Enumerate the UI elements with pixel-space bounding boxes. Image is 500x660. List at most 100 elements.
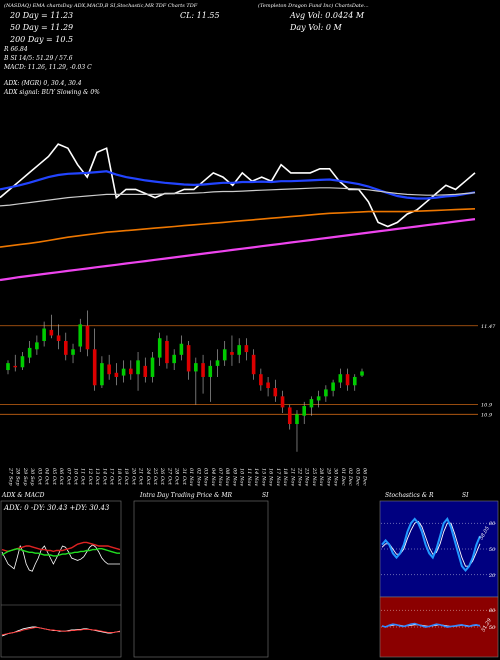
- date-tick-label: 18 Oct: [116, 468, 122, 486]
- stat-rsi: 66.84: [10, 46, 28, 53]
- date-tick-label: 03 Nov: [203, 468, 209, 486]
- date-tick-label: 17 Oct: [109, 468, 115, 486]
- date-tick-label: 06 Dec: [362, 468, 368, 486]
- adx-line: [1, 544, 120, 572]
- candle-body: [302, 406, 307, 416]
- candle-body: [92, 349, 97, 386]
- date-tick-label: 25 Oct: [152, 467, 158, 486]
- candle-body: [201, 363, 205, 377]
- ema-series-price: [0, 143, 476, 228]
- candle-body: [179, 343, 184, 355]
- candle-body: [338, 374, 343, 383]
- date-tick-label: 19 Oct: [123, 468, 129, 486]
- legend-50-day: 50 Day = 11.29: [10, 23, 74, 32]
- candle-body: [230, 352, 234, 355]
- candle-body: [309, 399, 314, 408]
- candle-body: [251, 354, 256, 375]
- date-tick-label: 28 Nov: [318, 467, 324, 486]
- candle-body: [150, 357, 155, 377]
- date-tick-label: 29 Sep: [22, 467, 28, 486]
- ema-chart: [0, 143, 476, 282]
- date-tick-label: 02 Dec: [347, 468, 353, 486]
- date-tick-label: 30 Sep: [29, 468, 35, 486]
- candle-body: [266, 382, 270, 389]
- date-tick-label: 13 Oct: [94, 468, 100, 486]
- date-tick-label: 30 Nov: [333, 468, 339, 486]
- candle-body: [222, 349, 227, 361]
- candle-body: [186, 345, 191, 372]
- date-tick-label: 07 Oct: [65, 468, 71, 486]
- candle-body: [287, 407, 292, 425]
- stoch-level-label: 50: [489, 547, 496, 553]
- stat-r-prefix: R: [4, 46, 9, 53]
- date-tick-label: 21 Nov: [289, 467, 295, 486]
- candle-body: [352, 376, 357, 386]
- plus-di-line: [1, 547, 120, 557]
- date-tick-label: 10 Nov: [239, 468, 245, 486]
- date-tick-label: 23 Nov: [304, 467, 310, 486]
- mr-panel-title: Intra Day Trading Price & MR: [140, 492, 233, 499]
- date-tick-label: 14 Oct: [101, 468, 107, 486]
- date-tick-label: 27 Sep: [8, 467, 14, 486]
- candle-body: [20, 356, 25, 368]
- stoch-level-label: 80: [489, 521, 496, 527]
- date-tick-label: 07 Nov: [217, 468, 223, 486]
- rsi-level-label: 50: [489, 625, 496, 631]
- mr-panel-si: SI: [262, 492, 269, 499]
- date-tick-label: 09 Nov: [231, 468, 237, 486]
- candle-body: [85, 325, 90, 350]
- candle-body: [107, 364, 111, 375]
- adx-signal: ADX signal: BUY Slowing & 0%: [4, 89, 100, 96]
- day-volume: Day Vol: 0 M: [290, 23, 342, 32]
- date-tick-label: 03 Oct: [36, 468, 42, 486]
- ema-series-20-day: [0, 170, 476, 200]
- stat-macd: MACD: 11.26, 11.29, -0.03 C: [4, 64, 92, 71]
- candle-body: [295, 414, 299, 425]
- candle-body: [100, 363, 104, 386]
- macd-signal-line: [1, 627, 120, 636]
- candle-body: [165, 340, 169, 364]
- price-level-label: 10.9: [481, 412, 493, 418]
- candle-body: [42, 328, 46, 341]
- candle-body: [143, 365, 148, 377]
- stoch-level-label: 20: [488, 573, 496, 579]
- candle-body: [208, 365, 213, 377]
- candle-body: [215, 360, 220, 366]
- candle-body: [172, 354, 176, 364]
- candle-body: [56, 335, 61, 341]
- date-tick-label: 24 Oct: [145, 467, 151, 486]
- date-tick-label: 15 Nov: [260, 468, 266, 486]
- date-tick-label: 06 Oct: [58, 468, 64, 486]
- date-tick-label: 02 Nov: [195, 468, 201, 486]
- rsi-level-label: 80: [489, 608, 496, 614]
- candle-body: [49, 329, 54, 336]
- adx-panel-title: ADX & MACD: [2, 492, 45, 499]
- date-tick-label: 01 Nov: [188, 468, 194, 486]
- company-name: (Templeton Dragon Fund Inc) ChartsDate..…: [258, 3, 369, 9]
- candle-body: [331, 382, 335, 391]
- candle-body: [280, 396, 285, 408]
- candle-body: [244, 345, 249, 353]
- candle-body: [35, 342, 39, 350]
- candle-body: [121, 368, 126, 376]
- ema-series-200-day: [0, 218, 476, 282]
- date-tick-label: 27 Oct: [166, 467, 172, 486]
- date-tick-label: 12 Oct: [87, 468, 93, 486]
- candle-body: [71, 349, 75, 355]
- stat-b-prefix: B: [4, 55, 9, 62]
- date-tick-label: 22 Nov: [296, 467, 302, 486]
- date-tick-label: 11 Nov: [246, 468, 252, 486]
- date-tick-label: 18 Nov: [282, 468, 288, 486]
- candle-body: [13, 365, 18, 368]
- stoch-panel-si: SI: [462, 492, 469, 499]
- date-tick-label: 25 Nov: [311, 467, 317, 486]
- candle-body: [27, 347, 32, 358]
- avg-volume: Avg Vol: 0.0424 M: [290, 11, 365, 20]
- date-tick-label: 10 Oct: [73, 468, 79, 486]
- date-tick-label: 05 Oct: [51, 468, 57, 486]
- candle-body: [129, 368, 133, 375]
- candle-body: [259, 374, 263, 386]
- adx-panel-readout: ADX: 0 -DY: 30.43 +DY: 30.43: [4, 504, 110, 512]
